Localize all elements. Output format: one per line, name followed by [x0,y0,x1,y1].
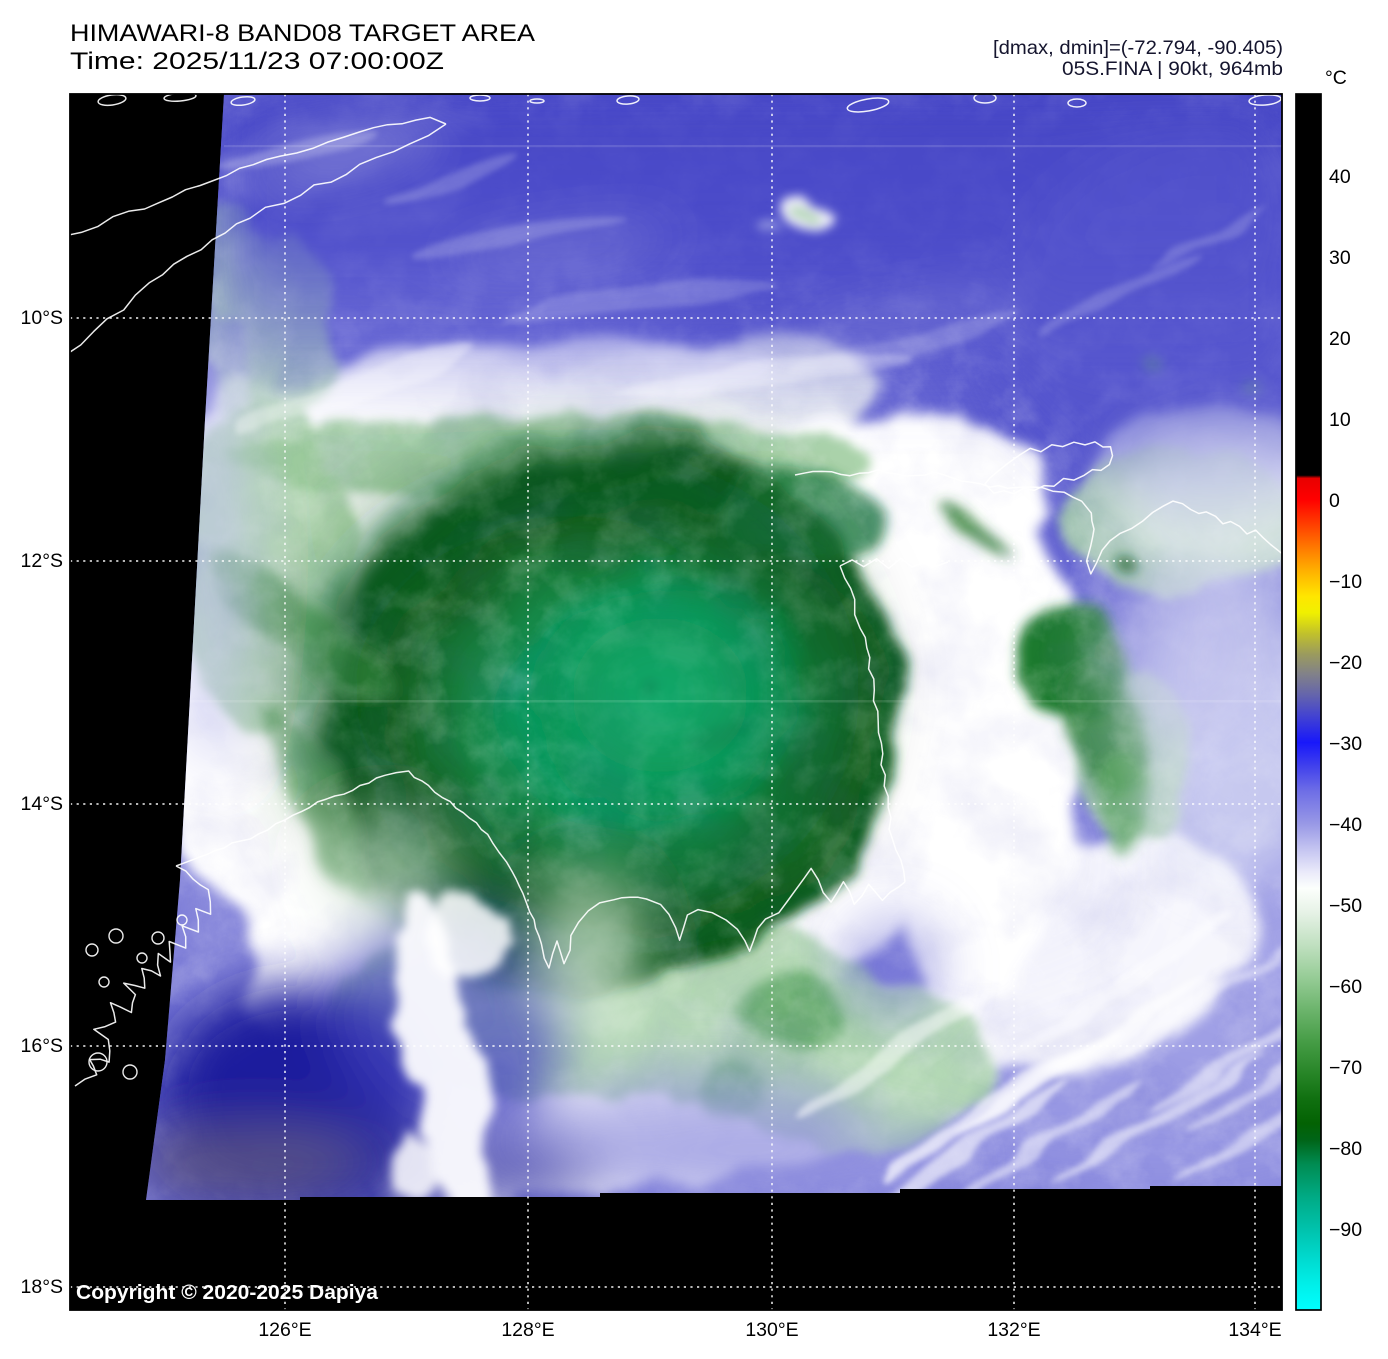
svg-text:−10: −10 [1329,571,1362,593]
svg-text:Time: 2025/11/23 07:00:00Z: Time: 2025/11/23 07:00:00Z [70,48,444,75]
svg-text:126°E: 126°E [258,1319,311,1341]
svg-text:−20: −20 [1329,652,1362,674]
svg-text:−30: −30 [1329,733,1362,755]
svg-text:128°E: 128°E [501,1319,554,1341]
svg-text:30: 30 [1329,247,1351,269]
svg-text:HIMAWARI-8 BAND08 TARGET AREA: HIMAWARI-8 BAND08 TARGET AREA [70,20,535,47]
svg-text:14°S: 14°S [21,793,64,815]
svg-text:°C: °C [1325,67,1347,89]
svg-text:134°E: 134°E [1228,1319,1281,1341]
svg-text:Copyright © 2020-2025 Dapiya: Copyright © 2020-2025 Dapiya [76,1281,379,1304]
svg-text:10: 10 [1329,409,1351,431]
svg-text:20: 20 [1329,328,1351,350]
svg-text:−60: −60 [1329,976,1362,998]
svg-text:−70: −70 [1329,1057,1362,1079]
svg-text:40: 40 [1329,166,1351,188]
svg-text:12°S: 12°S [21,550,64,572]
svg-text:16°S: 16°S [21,1035,64,1057]
svg-text:05S.FINA | 90kt, 964mb: 05S.FINA | 90kt, 964mb [1062,58,1283,80]
svg-text:−50: −50 [1329,895,1362,917]
svg-text:130°E: 130°E [745,1319,798,1341]
svg-text:0: 0 [1329,490,1340,512]
svg-text:132°E: 132°E [987,1319,1040,1341]
svg-text:[dmax, dmin]=(-72.794, -90.405: [dmax, dmin]=(-72.794, -90.405) [993,37,1283,59]
svg-text:10°S: 10°S [21,307,64,329]
svg-text:−40: −40 [1329,814,1362,836]
svg-text:18°S: 18°S [21,1276,64,1298]
svg-text:−90: −90 [1329,1219,1362,1241]
svg-text:−80: −80 [1329,1138,1362,1160]
